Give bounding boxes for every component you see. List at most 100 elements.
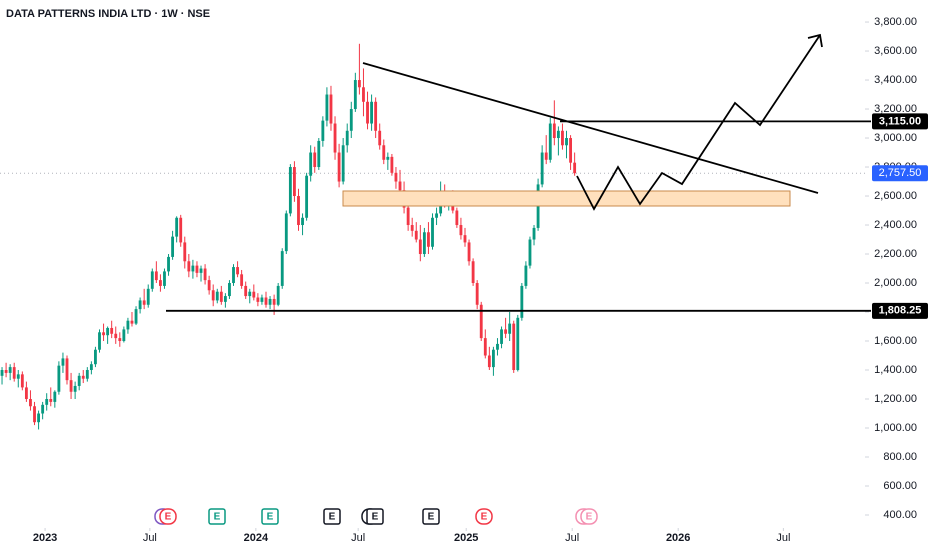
candle-body [321, 120, 325, 141]
drawings [342, 33, 823, 211]
candle-body [512, 323, 516, 371]
candle-body [410, 225, 414, 231]
candle-body [167, 256, 170, 272]
earnings-marker [580, 508, 598, 525]
candle-body [203, 268, 207, 281]
candle-body [49, 399, 53, 402]
candle-body [252, 291, 256, 298]
x-tick-label: 2023 [33, 532, 57, 544]
candle-body [284, 213, 288, 252]
candle-body [45, 399, 49, 405]
candles [0, 43, 577, 430]
candle-body [418, 239, 422, 255]
candle-body [427, 232, 430, 247]
candle-body [548, 123, 552, 160]
price-level-label: 3,115.00 [879, 115, 921, 127]
y-tick-label: 2,600.00 [874, 190, 917, 202]
candle-body [406, 207, 410, 226]
candle-body [130, 320, 134, 324]
candle-body [487, 355, 491, 368]
candle-body [431, 217, 434, 247]
candle-body [532, 227, 536, 240]
candle-body [496, 343, 499, 350]
candle-body [414, 230, 418, 240]
candle-body [191, 265, 195, 272]
x-tick-label: Jul [143, 532, 157, 544]
candle-body [138, 300, 142, 310]
candle-body [16, 374, 20, 379]
axes: 400.00 600.00 800.00 1,000.00 1,200.00 1,400.… [0, 16, 917, 544]
candle-body [272, 298, 276, 305]
candle-body [301, 217, 304, 226]
candle-body [37, 413, 41, 423]
trend-line [362, 62, 819, 194]
candle-body [333, 123, 337, 153]
candle-body [89, 364, 93, 371]
candle-body [305, 175, 309, 218]
candle-body [142, 300, 146, 305]
candle-body [544, 152, 548, 160]
y-tick-label: 1,200.00 [874, 393, 917, 405]
y-tick-label: 3,200.00 [874, 103, 917, 115]
candle-body [569, 138, 572, 163]
candle-body [370, 101, 374, 124]
candle-body [223, 296, 227, 302]
candle-body [528, 239, 532, 266]
chart-title: DATA PATTERNS INDIA LTD · 1W · NSE [6, 8, 210, 20]
candle-body [366, 101, 369, 124]
candle-body [264, 297, 268, 305]
candle-body [215, 291, 219, 301]
candle-body [317, 140, 321, 168]
candle-body [219, 291, 223, 302]
candle-body [313, 152, 317, 168]
earnings-label: E [481, 512, 488, 523]
candle-body [232, 267, 235, 284]
candle-body [199, 268, 203, 273]
x-tick-label: 2024 [244, 532, 269, 544]
y-tick-label: 2,200.00 [874, 248, 917, 260]
candle-body [288, 167, 292, 214]
candle-body [33, 406, 36, 423]
candle-body [134, 309, 138, 324]
candle-body [341, 145, 345, 182]
earnings-label: E [267, 512, 274, 523]
candle-body [422, 232, 426, 255]
candle-body [195, 265, 199, 273]
candle-body [248, 291, 252, 297]
price-level-box [872, 302, 928, 319]
y-tick-label: 3,800.00 [874, 16, 917, 28]
candle-body [150, 271, 154, 289]
earnings-marker [366, 508, 384, 525]
candle-body [228, 283, 231, 297]
candle-body [280, 251, 284, 286]
candle-body [118, 338, 122, 342]
candle-body [65, 358, 69, 381]
candle-body [565, 138, 568, 146]
candle-body [459, 225, 463, 236]
candle-body [154, 271, 158, 281]
price-labels: 2,757.50 3,115.00 1,808.25 [166, 113, 928, 319]
candle-body [106, 327, 110, 336]
candle-body [508, 323, 512, 334]
candle-body [12, 367, 16, 379]
earnings-marker [323, 508, 341, 525]
candle-body [211, 290, 215, 301]
candle-body [244, 285, 248, 297]
earnings-marker [475, 508, 493, 525]
candle-body [500, 329, 503, 344]
candle-body [57, 365, 61, 392]
candle-body [390, 156, 394, 173]
candle-body [69, 380, 73, 392]
last-price-box [872, 165, 928, 182]
candle-body [362, 87, 365, 102]
candle-body [357, 80, 361, 88]
earnings-marker [422, 508, 440, 525]
candle-body [398, 181, 402, 191]
candle-body [561, 130, 564, 146]
candle-body [256, 297, 260, 302]
x-tick-label: 2026 [666, 532, 690, 544]
earnings-label: E [586, 512, 593, 523]
x-tick-label: 2025 [454, 532, 478, 544]
